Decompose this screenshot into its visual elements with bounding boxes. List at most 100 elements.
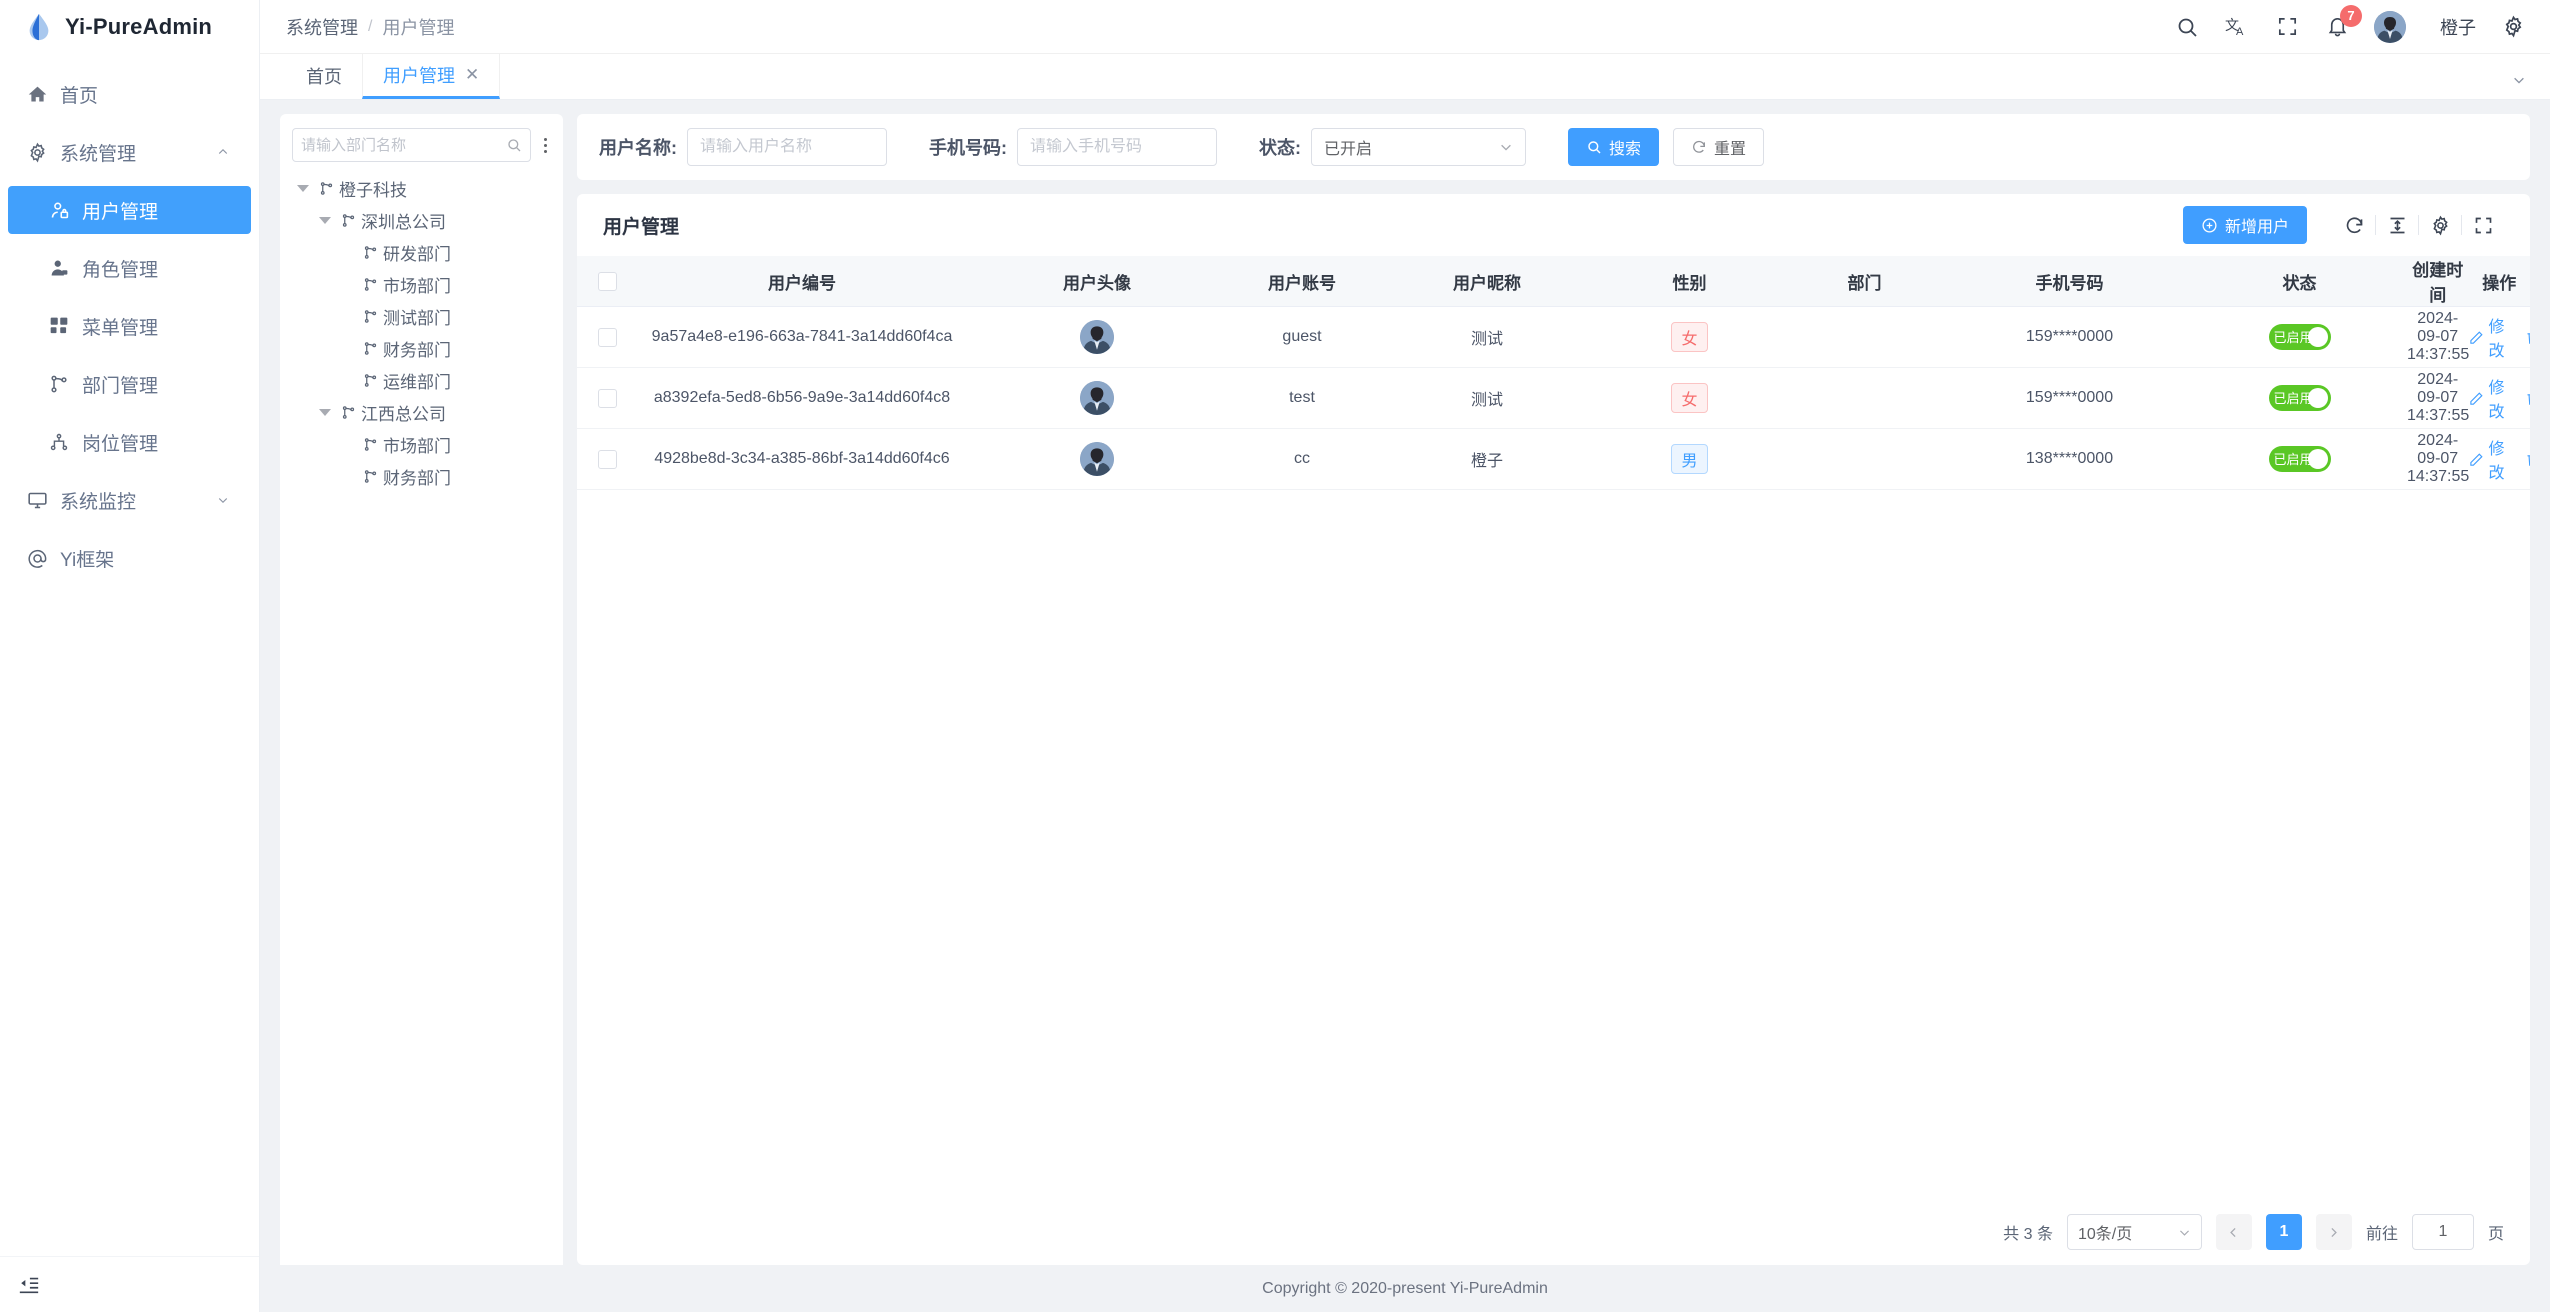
tree-node[interactable]: 测试部门 <box>292 300 551 332</box>
table-row[interactable]: a8392efa-5ed8-6b56-9a9e-3a14dd60f4c8 <box>577 367 2530 429</box>
sidebar-item-roles[interactable]: 角色管理 <box>8 244 251 292</box>
copyright-text: Copyright © 2020-present Yi-PureAdmin <box>1262 1279 1548 1297</box>
avatar[interactable] <box>2374 10 2406 43</box>
sidebar-item-system[interactable]: 系统管理 <box>8 128 251 176</box>
expand-triangle-icon[interactable] <box>292 184 314 192</box>
tabs-more-chevron-down-icon[interactable] <box>2512 73 2526 87</box>
expand-triangle-icon[interactable] <box>314 408 336 416</box>
tree-node-label: 江西总公司 <box>361 404 446 424</box>
translate-icon[interactable]: 文 A <box>2224 14 2250 40</box>
cell-actions: 修改 删除 ••• <box>2468 428 2530 490</box>
breadcrumb-item[interactable]: 用户管理 <box>382 17 455 38</box>
refresh-icon <box>1691 139 1707 155</box>
search-icon[interactable] <box>2174 14 2200 40</box>
fullscreen-icon[interactable] <box>2274 14 2300 40</box>
row-checkbox[interactable] <box>597 388 617 408</box>
page-size-select[interactable]: 10条/页 <box>2066 1214 2202 1250</box>
status-toggle[interactable]: 已启用 <box>2268 446 2331 472</box>
username-label[interactable]: 橙子 <box>2440 17 2476 38</box>
tree-node[interactable]: 研发部门 <box>292 236 551 268</box>
sidebar-collapse-toggle[interactable] <box>0 1256 259 1312</box>
delete-button[interactable]: 删除 <box>2525 313 2530 361</box>
phone-input[interactable] <box>1017 128 1217 166</box>
tree-more-options-icon[interactable] <box>539 137 551 153</box>
column-settings-gear-icon[interactable] <box>2419 210 2461 240</box>
expand-triangle-icon[interactable] <box>314 216 336 224</box>
sidebar-item-departments[interactable]: 部门管理 <box>8 360 251 408</box>
tree-search-row <box>292 128 551 162</box>
table-row[interactable]: 9a57a4e8-e196-663a-7841-3a14dd60f4ca <box>577 306 2530 368</box>
breadcrumb-item[interactable]: 系统管理 <box>286 17 358 38</box>
sidebar-logo[interactable]: Yi-PureAdmin <box>0 0 259 54</box>
gender-tag: 女 <box>1671 383 1708 413</box>
select-all-checkbox[interactable] <box>597 272 617 291</box>
tree-node[interactable]: 橙子科技 <box>292 172 551 204</box>
cell-created-time: 2024-09-07 14:37:55 <box>2407 306 2469 368</box>
phone-field[interactable] <box>1030 138 1204 156</box>
page-number-button[interactable]: 1 <box>2265 1214 2302 1250</box>
notification-bell-icon[interactable]: 7 <box>2324 4 2362 40</box>
status-select[interactable]: 已开启 <box>1311 128 1526 166</box>
status-label: 已启用 <box>2273 329 2313 345</box>
tree-node[interactable]: 深圳总公司 <box>292 204 551 236</box>
tab-label: 用户管理 <box>383 66 455 86</box>
sidebar-item-users[interactable]: 用户管理 <box>8 186 251 234</box>
edit-button[interactable]: 修改 <box>2469 435 2505 483</box>
table-row[interactable]: 4928be8d-3c34-a385-86bf-3a14dd60f4c6 <box>577 428 2530 490</box>
tree-node[interactable]: 财务部门 <box>292 460 551 492</box>
tree-node[interactable]: 财务部门 <box>292 332 551 364</box>
edit-label: 修改 <box>2488 441 2505 482</box>
tab-home[interactable]: 首页 <box>286 54 362 99</box>
cell-created-time: 2024-09-07 14:37:55 <box>2407 428 2469 490</box>
sidebar-item-monitor[interactable]: 系统监控 <box>8 476 251 524</box>
delete-button[interactable]: 删除 <box>2525 374 2530 422</box>
cell-nickname: 测试 <box>1377 367 1597 429</box>
tree-search-input[interactable] <box>292 128 531 162</box>
column-header: 状态 <box>2192 256 2407 307</box>
user-avatar[interactable] <box>1080 442 1114 476</box>
refresh-icon[interactable] <box>2333 210 2375 240</box>
edit-button[interactable]: 修改 <box>2469 374 2505 422</box>
tree-node[interactable]: 运维部门 <box>292 364 551 396</box>
row-checkbox[interactable] <box>597 449 617 469</box>
tree-search-field[interactable] <box>301 136 500 154</box>
username-field[interactable] <box>700 138 874 156</box>
cell-department <box>1782 428 1947 490</box>
edit-label: 修改 <box>2488 380 2505 421</box>
search-button[interactable]: 搜索 <box>1568 128 1660 166</box>
cell-status: 已启用 <box>2192 428 2407 490</box>
cell-phone: 138****0000 <box>1947 428 2192 490</box>
fullscreen-icon[interactable] <box>2462 210 2504 240</box>
user-avatar[interactable] <box>1080 320 1114 354</box>
add-user-button[interactable]: 新增用户 <box>2182 206 2307 244</box>
user-avatar[interactable] <box>1080 381 1114 415</box>
cell-phone: 159****0000 <box>1947 367 2192 429</box>
sidebar-item-positions[interactable]: 岗位管理 <box>8 418 251 466</box>
tree-node[interactable]: 江西总公司 <box>292 396 551 428</box>
cell-gender: 男 <box>1597 428 1782 490</box>
settings-gear-icon[interactable] <box>2500 14 2526 40</box>
tree-node[interactable]: 市场部门 <box>292 268 551 300</box>
next-page-button[interactable] <box>2315 1214 2352 1250</box>
status-toggle[interactable]: 已启用 <box>2268 385 2331 411</box>
home-icon <box>26 83 48 105</box>
jump-page-input[interactable]: 1 <box>2411 1214 2474 1250</box>
chevron-down-icon <box>217 494 229 506</box>
pagination: 共 3 条 10条/页 1 <box>577 1199 2530 1265</box>
density-icon[interactable] <box>2376 210 2418 240</box>
reset-button[interactable]: 重置 <box>1673 128 1765 166</box>
close-icon[interactable]: ✕ <box>465 65 480 84</box>
prev-page-button[interactable] <box>2215 1214 2252 1250</box>
edit-button[interactable]: 修改 <box>2469 313 2505 361</box>
status-toggle[interactable]: 已启用 <box>2268 324 2331 350</box>
tree-node[interactable]: 市场部门 <box>292 428 551 460</box>
sidebar-item-menus[interactable]: 菜单管理 <box>8 302 251 350</box>
row-checkbox[interactable] <box>597 327 617 347</box>
tab-user-management[interactable]: 用户管理 ✕ <box>362 54 501 99</box>
delete-button[interactable]: 删除 <box>2525 435 2530 483</box>
tree-node-label: 橙子科技 <box>339 180 407 200</box>
username-input[interactable] <box>687 128 887 166</box>
sidebar-item-framework[interactable]: Yi框架 <box>8 534 251 582</box>
sidebar-item-home[interactable]: 首页 <box>8 70 251 118</box>
branch-icon <box>362 469 379 484</box>
